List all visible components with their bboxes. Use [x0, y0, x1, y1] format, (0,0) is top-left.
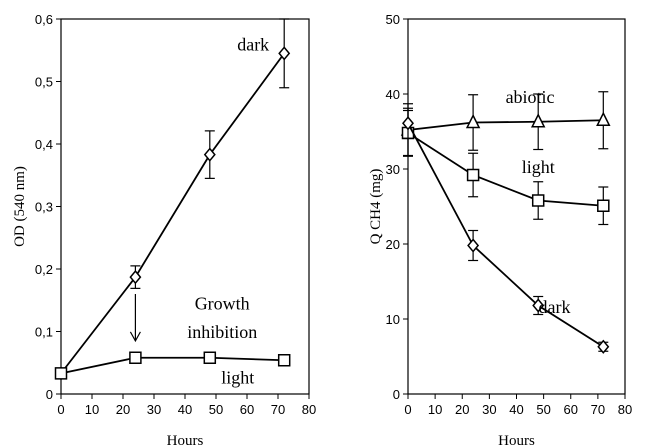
y-axis-label: OD (540 nm): [12, 166, 28, 247]
data-point-triangle: [532, 115, 544, 127]
y-tick-label: 0,3: [35, 200, 53, 215]
annotation: light: [522, 157, 555, 177]
annotation: light: [221, 367, 254, 387]
y-tick-label: 0,4: [35, 137, 53, 152]
annotation: inhibition: [187, 322, 257, 342]
series-line: [408, 123, 603, 347]
y-tick-label: 50: [386, 12, 400, 27]
x-tick-label: 20: [455, 402, 469, 417]
x-tick-label: 60: [240, 402, 254, 417]
series-light: [56, 352, 290, 379]
data-point-triangle: [597, 113, 609, 125]
y-tick-label: 0: [46, 387, 53, 402]
series-dark: [403, 108, 608, 353]
x-tick-label: 50: [209, 402, 223, 417]
data-point-square: [533, 195, 544, 206]
x-tick-label: 70: [591, 402, 605, 417]
series-line: [408, 120, 603, 130]
x-tick-label: 0: [57, 402, 64, 417]
y-tick-label: 40: [386, 87, 400, 102]
data-point-square: [468, 170, 479, 181]
y-tick-label: 30: [386, 162, 400, 177]
annotation: dark: [237, 34, 269, 54]
plot-frame: [61, 19, 309, 394]
x-tick-label: 60: [564, 402, 578, 417]
data-point-square: [204, 352, 215, 363]
x-tick-label: 20: [116, 402, 130, 417]
y-tick-label: 20: [386, 237, 400, 252]
y-axis-label: Q CH4 (mg): [368, 169, 384, 245]
x-tick-label: 80: [302, 402, 316, 417]
annotation: dark: [538, 297, 570, 317]
data-point-square: [279, 355, 290, 366]
x-tick-label: 50: [536, 402, 550, 417]
y-tick-label: 0,5: [35, 75, 53, 90]
annotation: abiotic: [506, 87, 555, 107]
y-tick-label: 0,1: [35, 325, 53, 340]
x-tick-label: 10: [428, 402, 442, 417]
x-tick-label: 0: [404, 402, 411, 417]
x-tick-label: 30: [482, 402, 496, 417]
x-tick-label: 10: [85, 402, 99, 417]
chart-panel-1: 0 10 20 30 40 50 60 70 80 0 0,1 0,2 0,3 0,4 0,5 0,6 Hour…: [12, 12, 316, 447]
growth-inhibition-arrow: [130, 294, 140, 341]
x-tick-label: 80: [618, 402, 632, 417]
data-point-square: [56, 368, 67, 379]
data-point-square: [130, 352, 141, 363]
plot-frame: [408, 19, 625, 394]
x-axis-label: Hours: [167, 433, 204, 447]
x-tick-label: 70: [271, 402, 285, 417]
x-tick-label: 40: [509, 402, 523, 417]
data-point-triangle: [467, 116, 479, 128]
y-tick-label: 0: [393, 387, 400, 402]
x-tick-label: 40: [178, 402, 192, 417]
y-tick-label: 0,6: [35, 12, 53, 27]
chart-panel-2: 0 10 20 30 40 50 60 70 80 0 10 20 30 40 50 Hours Q CH4 (…: [368, 12, 632, 447]
annotation: Growth: [195, 294, 250, 314]
y-tick-label: 10: [386, 312, 400, 327]
data-point-square: [598, 200, 609, 211]
x-axis-label: Hours: [498, 433, 535, 447]
x-tick-label: 30: [147, 402, 161, 417]
series-line: [408, 133, 603, 206]
y-tick-label: 0,2: [35, 262, 53, 277]
